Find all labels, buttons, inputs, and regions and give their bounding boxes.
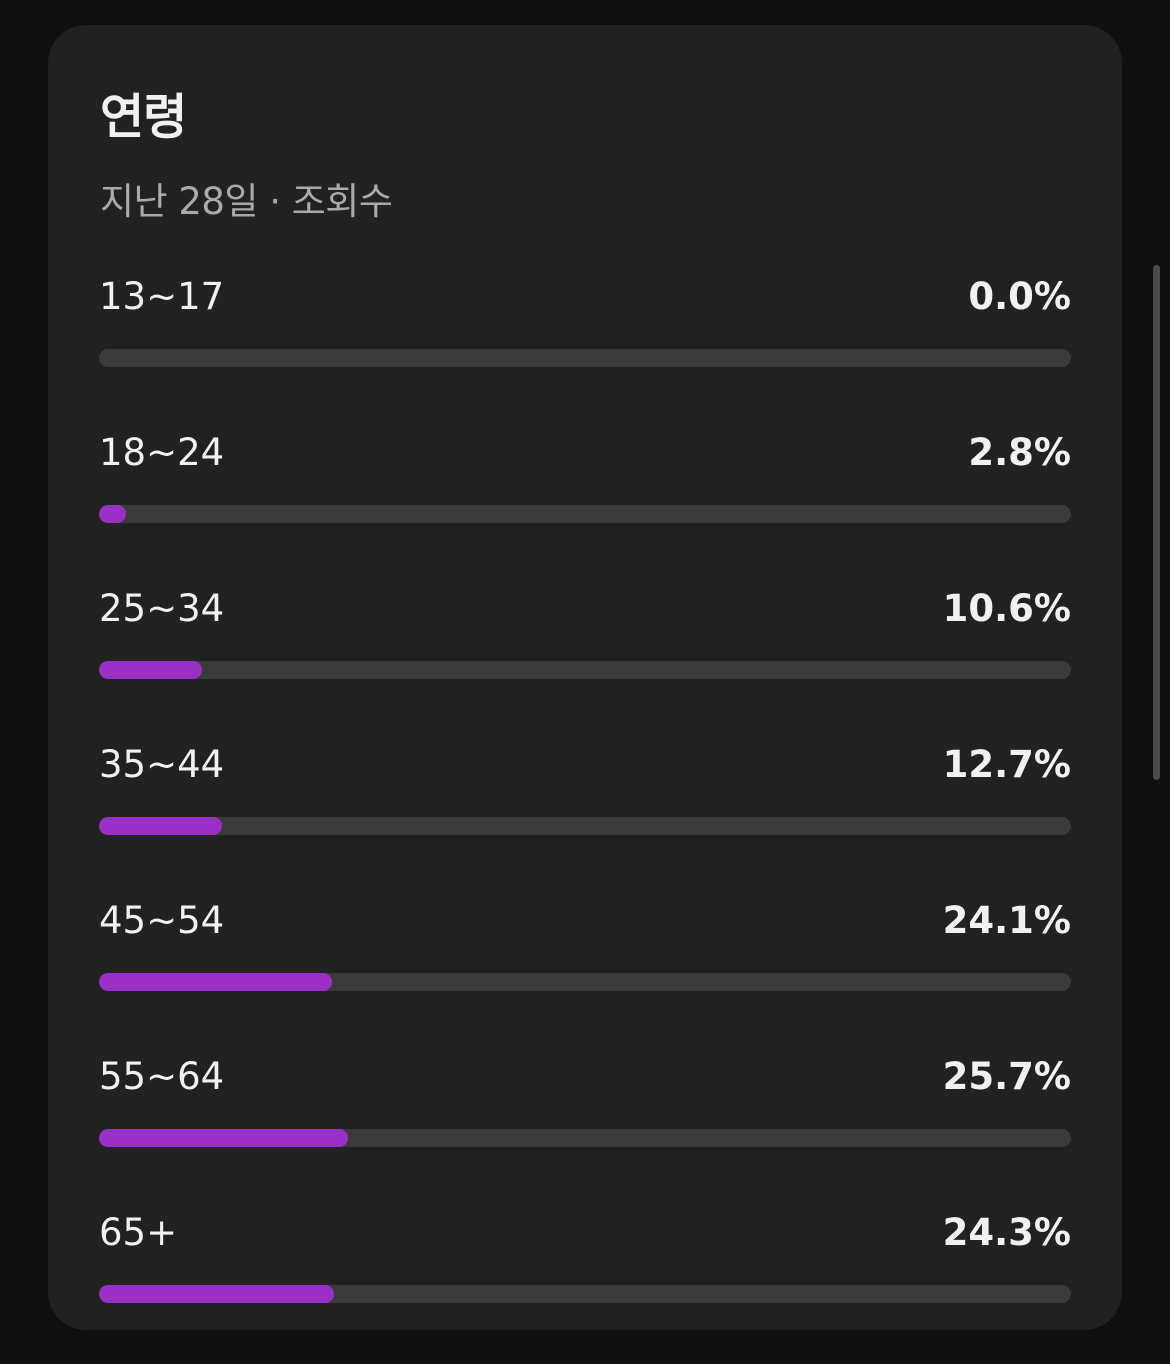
progress-fill [99, 1285, 335, 1303]
age-row: 65+ 24.3% [99, 1208, 1071, 1364]
age-label: 35~44 [99, 743, 225, 786]
age-row: 13~17 0.0% [99, 272, 1071, 428]
age-label: 45~54 [99, 899, 225, 942]
age-label: 55~64 [99, 1055, 225, 1098]
age-label: 13~17 [99, 275, 225, 318]
age-label: 25~34 [99, 587, 225, 630]
age-row: 25~34 10.6% [99, 584, 1071, 740]
progress-track [99, 817, 1071, 835]
progress-fill [99, 817, 222, 835]
age-percent: 25.7% [942, 1055, 1071, 1098]
progress-fill [99, 661, 202, 679]
progress-track [99, 1285, 1071, 1303]
age-percent: 0.0% [968, 275, 1071, 318]
progress-track [99, 973, 1071, 991]
age-row: 35~44 12.7% [99, 740, 1071, 896]
age-label: 65+ [99, 1211, 178, 1254]
progress-fill [99, 505, 127, 523]
age-percent: 12.7% [942, 743, 1071, 786]
card-title: 연령 [100, 89, 187, 145]
age-percent: 24.1% [942, 899, 1071, 942]
progress-track [99, 1129, 1071, 1147]
progress-fill [99, 1129, 348, 1147]
progress-fill [99, 973, 333, 991]
age-row: 45~54 24.1% [99, 896, 1071, 1052]
scrollbar[interactable] [1153, 265, 1160, 780]
card-subtitle: 지난 28일 · 조회수 [100, 180, 393, 223]
progress-track [99, 661, 1071, 679]
age-percent: 10.6% [942, 587, 1071, 630]
age-row: 18~24 2.8% [99, 428, 1071, 584]
progress-track [99, 349, 1071, 367]
age-percent: 24.3% [942, 1211, 1071, 1254]
progress-track [99, 505, 1071, 523]
age-percent: 2.8% [968, 431, 1071, 474]
age-card: 연령 지난 28일 · 조회수 13~17 0.0% 18~24 2.8% 25… [48, 25, 1122, 1330]
age-label: 18~24 [99, 431, 225, 474]
age-row: 55~64 25.7% [99, 1052, 1071, 1208]
age-list: 13~17 0.0% 18~24 2.8% 25~34 10.6% 35~44 … [99, 272, 1071, 1364]
